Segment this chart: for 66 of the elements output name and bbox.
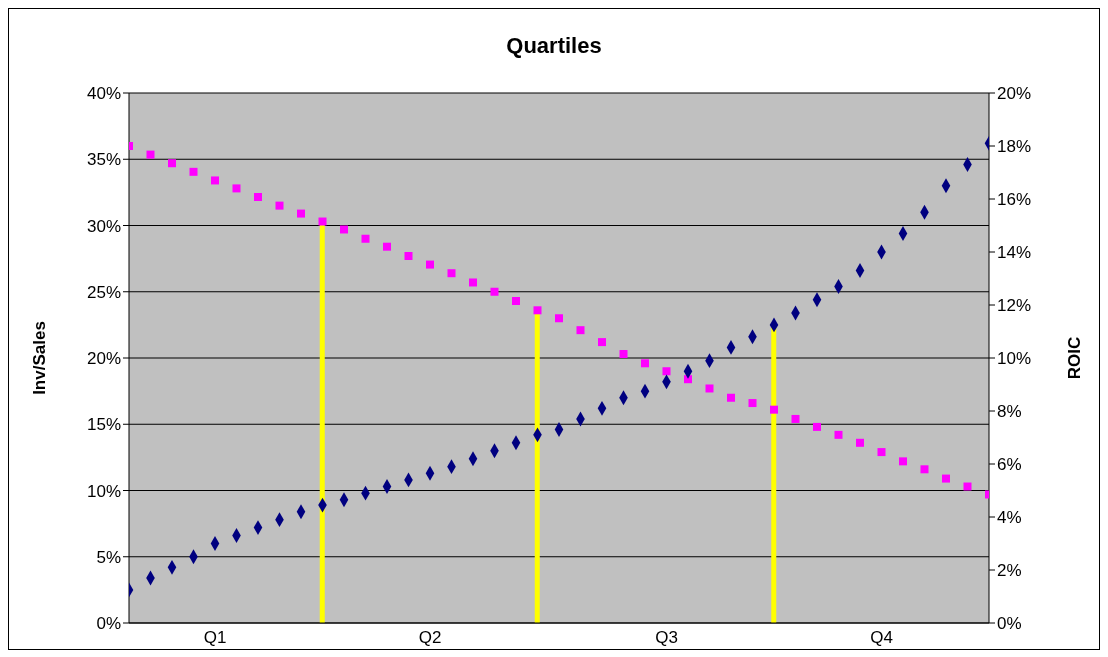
y2-tick-label: 2% bbox=[997, 561, 1022, 581]
y-tick-label: 10% bbox=[86, 481, 121, 501]
y-axis-title: Inv/Sales bbox=[30, 321, 50, 395]
point bbox=[576, 326, 585, 335]
point bbox=[899, 457, 907, 466]
y-tick-label: 0% bbox=[96, 614, 121, 634]
point bbox=[748, 399, 757, 408]
y2-tick-label: 14% bbox=[997, 243, 1032, 263]
y2-tick-label: 20% bbox=[997, 84, 1032, 104]
point bbox=[211, 176, 219, 185]
y-tick-label: 15% bbox=[86, 415, 121, 435]
point bbox=[727, 393, 735, 402]
y-tick-label: 35% bbox=[86, 150, 121, 170]
point bbox=[189, 167, 198, 176]
point bbox=[555, 314, 563, 323]
chart-title: Quartiles bbox=[505, 32, 603, 60]
point bbox=[834, 430, 843, 439]
x-tick-label: Q2 bbox=[418, 628, 442, 648]
point bbox=[641, 359, 649, 368]
point bbox=[877, 448, 886, 457]
point bbox=[232, 184, 241, 193]
x-tick-label: Q4 bbox=[870, 628, 893, 648]
x-tick-label: Q3 bbox=[655, 628, 678, 648]
point bbox=[963, 482, 972, 491]
point bbox=[168, 159, 176, 168]
point bbox=[361, 234, 370, 243]
point bbox=[340, 225, 348, 234]
y2-tick-label: 8% bbox=[997, 402, 1022, 422]
x-tick-label: Q1 bbox=[203, 628, 227, 648]
y2-tick-label: 10% bbox=[997, 349, 1032, 369]
point bbox=[318, 217, 327, 226]
point bbox=[490, 287, 499, 296]
point bbox=[705, 384, 714, 393]
point bbox=[619, 350, 628, 359]
point bbox=[920, 465, 929, 474]
y-tick-label: 25% bbox=[86, 282, 121, 302]
point bbox=[383, 242, 391, 251]
point bbox=[598, 338, 606, 347]
y-tick-label: 20% bbox=[86, 349, 121, 369]
y2-tick-label: 6% bbox=[997, 455, 1022, 475]
point bbox=[297, 209, 305, 218]
point bbox=[942, 474, 950, 483]
point bbox=[662, 367, 671, 376]
point bbox=[533, 306, 542, 315]
point bbox=[469, 278, 477, 287]
y-tick-label: 30% bbox=[86, 216, 121, 236]
y2-tick-label: 16% bbox=[997, 190, 1032, 210]
point bbox=[770, 405, 778, 414]
point bbox=[275, 201, 284, 210]
y2-axis-title: ROIC bbox=[1065, 336, 1085, 380]
bar bbox=[771, 326, 777, 623]
y2-tick-label: 0% bbox=[997, 614, 1022, 634]
point bbox=[856, 438, 864, 447]
point bbox=[813, 422, 821, 431]
y2-tick-label: 18% bbox=[997, 137, 1032, 157]
point bbox=[447, 269, 456, 278]
y-tick-label: 40% bbox=[86, 84, 121, 104]
y2-tick-label: 12% bbox=[997, 296, 1032, 316]
point bbox=[254, 193, 262, 202]
point bbox=[404, 251, 413, 260]
y-tick-label: 5% bbox=[96, 547, 121, 567]
point bbox=[426, 260, 434, 269]
point bbox=[512, 297, 520, 306]
y2-tick-label: 4% bbox=[997, 508, 1022, 528]
point bbox=[146, 150, 155, 159]
point bbox=[791, 414, 800, 423]
